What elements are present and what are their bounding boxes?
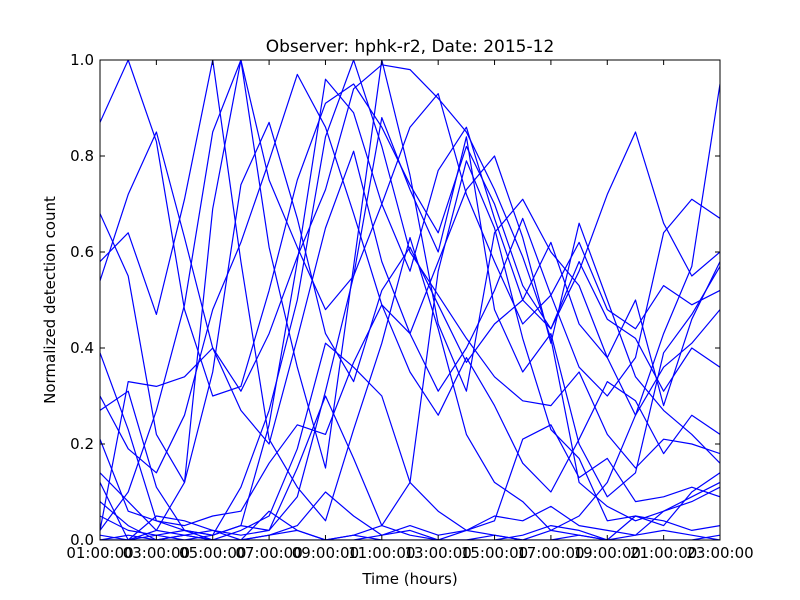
x-tick-label: 13:00:00 — [404, 544, 471, 562]
x-tick-label: 19:00:00 — [574, 544, 641, 562]
series-line-18 — [100, 73, 720, 493]
ticks-group: 0.0 0.2 0.4 0.6 0.8 1.0 01:00:0003:00:0005:00:… — [66, 51, 753, 562]
series-line-2 — [100, 60, 720, 483]
series-line-8 — [100, 64, 720, 531]
y-axis-label: Normalized detection count — [41, 196, 59, 404]
series-group — [100, 60, 720, 540]
x-tick-label: 17:00:00 — [517, 544, 584, 562]
y-tick-label: 1.0 — [70, 51, 94, 69]
chart-title: Observer: hphk-r2, Date: 2015-12 — [266, 37, 555, 57]
x-tick-label: 21:00:00 — [630, 544, 697, 562]
series-line-3 — [100, 78, 720, 536]
series-line-4 — [100, 116, 720, 536]
series-line-9 — [100, 155, 720, 527]
x-tick-label: 23:00:00 — [686, 544, 753, 562]
x-tick-label: 09:00:00 — [292, 544, 359, 562]
series-line-5 — [100, 60, 720, 532]
series-line-1 — [100, 60, 720, 397]
y-tick-label: 0.4 — [70, 339, 94, 357]
series-line-14 — [100, 510, 720, 540]
y-tick-label: 0.2 — [70, 435, 94, 453]
y-tick-label: 0.8 — [70, 147, 94, 165]
x-tick-label: 01:00:00 — [66, 544, 133, 562]
series-line-15 — [100, 342, 720, 540]
x-tick-label: 03:00:00 — [123, 544, 190, 562]
x-tick-label: 11:00:00 — [348, 544, 415, 562]
x-tick-label: 05:00:00 — [179, 544, 246, 562]
series-line-13 — [100, 534, 720, 540]
series-line-17 — [100, 60, 720, 531]
plot-frame — [99, 59, 721, 541]
series-line-7 — [100, 60, 720, 540]
x-tick-label: 07:00:00 — [235, 544, 302, 562]
y-tick-label: 0.6 — [70, 243, 94, 261]
y-tick-label: 0.0 — [70, 531, 94, 549]
series-line-16 — [100, 131, 720, 445]
x-tick-label: 15:00:00 — [461, 544, 528, 562]
x-axis-label: Time (hours) — [361, 570, 457, 588]
